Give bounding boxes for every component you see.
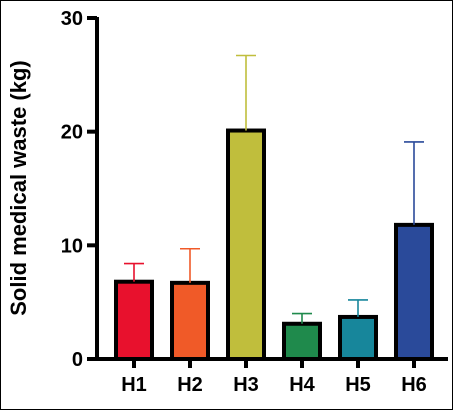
bar-h6 — [394, 222, 434, 361]
y-axis-title: Solid medical waste (kg) — [6, 60, 31, 316]
x-tick-label: H2 — [177, 374, 203, 396]
y-tick-label: 10 — [61, 235, 83, 257]
y-tick-label: 20 — [61, 122, 83, 144]
y-tick-label: 30 — [61, 8, 83, 30]
x-tick-label: H6 — [401, 374, 427, 396]
bar-h3 — [226, 128, 266, 361]
x-tick-label: H4 — [289, 374, 315, 396]
error-bars — [124, 54, 424, 324]
x-tick-label: H5 — [345, 374, 371, 396]
bar-h1 — [114, 279, 154, 361]
bar-h5 — [338, 314, 378, 361]
x-tick-label: H1 — [121, 374, 147, 396]
bars — [114, 128, 434, 362]
y-axis: 0 10 20 30 — [61, 8, 99, 371]
x-axis: H1 H2 H3 H4 H5 H6 — [95, 357, 448, 396]
bar-h2 — [170, 280, 210, 361]
x-tick-label: H3 — [233, 374, 259, 396]
bar-h4 — [282, 321, 322, 362]
y-tick-label: 0 — [72, 349, 83, 371]
